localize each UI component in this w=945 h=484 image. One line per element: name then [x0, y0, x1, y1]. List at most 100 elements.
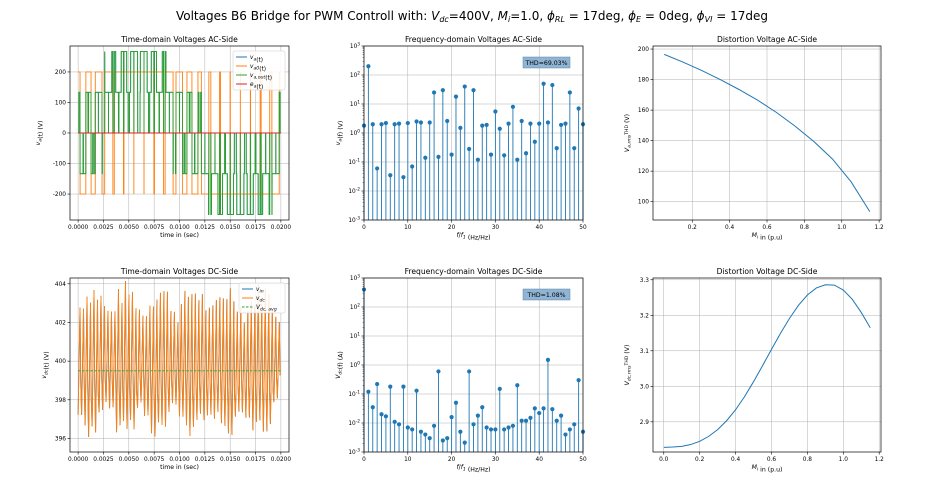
stem-marker	[471, 422, 476, 427]
x-tick-label: 0.0150	[220, 225, 241, 231]
stem-marker	[467, 369, 472, 374]
y-axis-label: va(f) (V)	[335, 121, 345, 146]
stem-marker	[545, 120, 551, 125]
y-tick-label: 10-1	[348, 390, 360, 398]
x-tick-label: 0.6	[767, 457, 777, 463]
y-tick-label: 120	[638, 169, 649, 175]
x-tick-label: 50	[579, 225, 587, 231]
y-axis-label: vdc(t) (V)	[41, 351, 51, 378]
stem-marker	[537, 121, 542, 126]
legend-label: vdc	[256, 296, 265, 304]
axes-frame	[363, 277, 584, 453]
stem-marker	[532, 139, 537, 144]
legend-box	[238, 282, 286, 314]
legend-label: Vdc, avg	[256, 305, 277, 313]
legend-label: ea(t)	[250, 82, 263, 91]
stem-marker	[375, 381, 380, 387]
x-axis-label: time in (sec)	[160, 232, 199, 239]
x-tick-label: 30	[492, 225, 500, 231]
stem-marker	[392, 419, 397, 424]
y-tick-label: 10-3	[348, 448, 360, 456]
stem-marker	[528, 121, 533, 126]
x-tick-label: 0.0100	[169, 457, 190, 463]
stem-marker	[405, 425, 410, 430]
y-tick-label: 100	[638, 200, 649, 206]
stem-marker	[427, 120, 432, 125]
x-tick-label: 0.8	[800, 225, 810, 231]
axes-frame	[652, 277, 882, 453]
x-tick-label: 50	[579, 457, 587, 463]
stem-marker	[436, 154, 441, 159]
stem-marker	[493, 109, 498, 114]
x-tick-label: 0.0200	[271, 457, 292, 463]
x-tick-label: 0	[362, 457, 366, 463]
stem-marker	[484, 122, 489, 128]
stem-marker	[388, 384, 393, 389]
panel-title: Time-domain Voltages AC-Side	[120, 35, 238, 44]
axes-frame	[652, 45, 882, 221]
stem-marker	[515, 157, 520, 162]
figure-title: Voltages B6 Bridge for PWM Controll with…	[176, 9, 768, 24]
x-tick-label: 0.0000	[68, 457, 89, 463]
panel-title: Time-domain Voltages DC-Side	[120, 267, 239, 276]
y-tick-label: 102	[350, 71, 360, 79]
stem-marker	[541, 406, 546, 411]
stem-marker	[559, 413, 564, 418]
stem-marker	[506, 121, 511, 126]
stem-marker	[383, 414, 388, 419]
y-tick-label: 3.3	[640, 278, 650, 284]
x-tick-label: 0.0125	[195, 225, 216, 231]
y-tick-label: 3.2	[640, 313, 650, 319]
x-tick-label: 0.0050	[119, 457, 140, 463]
x-axis-label: Mi in (p.u)	[752, 464, 783, 474]
stem-marker	[458, 429, 463, 434]
stem-marker	[484, 425, 489, 430]
y-tick-label: -100	[53, 162, 66, 168]
dc-distortion-panel: 0.0 0.2 0.4 0.6 0.8 1.0 1.2 2.9 3.0 3.1 3.2 3.3 Dist…	[624, 267, 884, 474]
distortion-curve	[664, 53, 871, 212]
stem-marker	[519, 418, 524, 423]
x-tick-label: 0.0050	[119, 225, 140, 231]
stem-marker	[480, 123, 485, 128]
x-tick-label: 0	[362, 225, 366, 231]
dc-frequency-domain-panel: 0 10 20 30 40 50 10-3 10-2 10-1 100 101 102 103 Frequ…	[335, 267, 587, 474]
x-tick-label: 0.2	[695, 457, 705, 463]
x-tick-label: 0.6	[762, 225, 772, 231]
stem-marker	[401, 175, 406, 180]
x-tick-label: 0.0200	[271, 225, 292, 231]
stem-marker	[449, 152, 454, 157]
stem-marker	[392, 122, 397, 127]
stem-marker	[462, 440, 467, 445]
x-tick-label: 0.0025	[93, 457, 114, 463]
x-tick-label: 0.0075	[144, 457, 165, 463]
stem-marker	[445, 436, 450, 441]
stem-marker	[497, 386, 502, 391]
stem-marker	[453, 400, 459, 405]
y-tick-label: 102	[350, 303, 360, 311]
y-tick-label: 404	[55, 282, 66, 288]
stem-marker	[410, 427, 415, 432]
stem-marker	[545, 357, 551, 362]
x-axis-label: time in (sec)	[160, 464, 199, 471]
y-tick-label: 3.1	[640, 349, 650, 355]
y-tick-label: -200	[53, 192, 66, 198]
stem-marker	[567, 427, 572, 432]
y-tick-label: 140	[638, 139, 649, 145]
stem-marker	[445, 118, 450, 124]
x-axis-label: f/f1 (Hz/Hz)	[456, 232, 490, 242]
stem-marker	[559, 122, 564, 128]
stem-marker	[431, 423, 437, 428]
y-tick-label: 402	[55, 320, 66, 326]
x-axis-label: f/f1 (Hz/Hz)	[456, 464, 490, 474]
x-tick-label: 0.0025	[93, 225, 114, 231]
y-tick-label: 200	[55, 70, 66, 76]
y-tick-label: 10-1	[348, 158, 360, 166]
stem-marker	[462, 84, 467, 89]
legend-label: va,out(t)	[250, 73, 272, 82]
stem-marker	[414, 119, 419, 124]
stem-marker	[572, 146, 577, 151]
x-tick-label: 10	[404, 457, 412, 463]
y-tick-label: 101	[350, 332, 360, 340]
dc-time-domain-panel: 0.0000 0.0025 0.0050 0.0075 0.0100 0.0125 0.01…	[41, 267, 291, 471]
